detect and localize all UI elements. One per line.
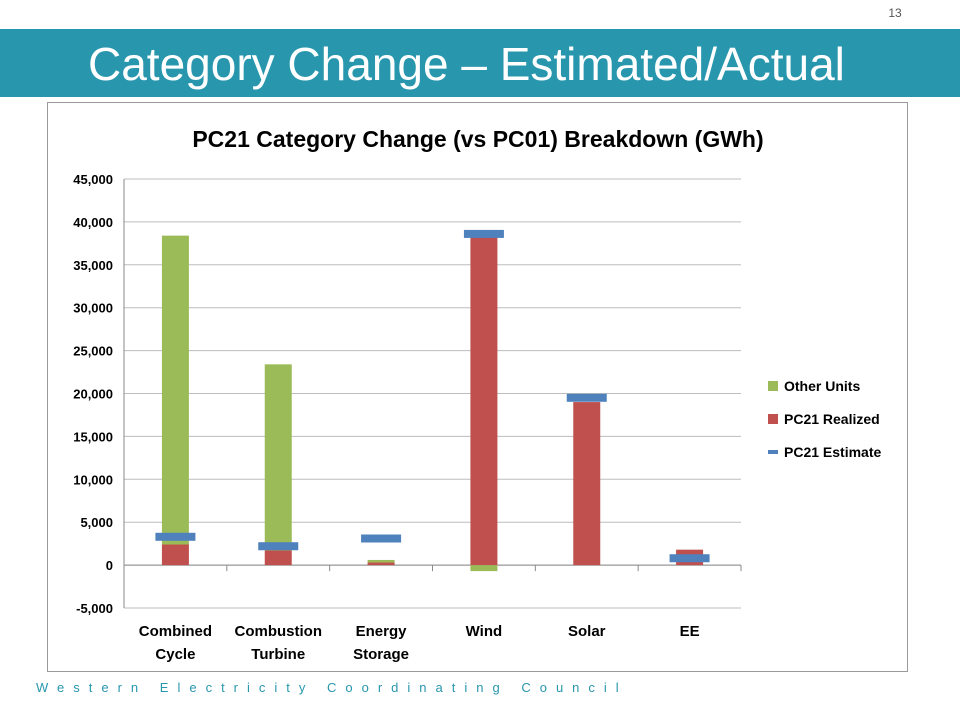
y-tick-label: 30,000	[73, 301, 113, 316]
x-category-label: Cycle	[155, 646, 195, 663]
bar-pc21-realized	[161, 544, 189, 566]
bar-pc21-realized	[264, 550, 292, 566]
bar-other-units	[161, 235, 189, 545]
bar-pc21-realized	[470, 233, 498, 566]
marker-pc21-estimate	[566, 393, 607, 402]
y-tick-label: 45,000	[73, 172, 113, 187]
page-number: 13	[888, 6, 902, 20]
bar-other-units	[470, 565, 498, 572]
bar-other-units	[264, 364, 292, 551]
x-category-label: Turbine	[251, 646, 305, 663]
y-tick-label: 5,000	[80, 515, 113, 530]
y-tick-label: 20,000	[73, 387, 113, 402]
title-band	[0, 29, 960, 97]
x-category-label: Wind	[466, 623, 503, 640]
marker-pc21-estimate	[258, 542, 299, 551]
legend-label: PC21 Estimate	[784, 444, 881, 460]
marker-pc21-estimate	[669, 554, 710, 563]
y-tick-label: 10,000	[73, 472, 113, 487]
footer-org-name: Western Electricity Coordinating Council	[36, 680, 628, 695]
chart-frame: PC21 Category Change (vs PC01) Breakdown…	[47, 102, 908, 672]
slide-title: Category Change – Estimated/Actual	[88, 38, 845, 90]
x-category-label: Storage	[353, 646, 409, 663]
x-category-label: Combined	[139, 623, 212, 640]
marker-pc21-estimate	[463, 229, 504, 238]
bar-pc21-realized	[573, 402, 601, 566]
y-tick-label: -5,000	[76, 601, 113, 616]
legend-swatch	[768, 381, 778, 391]
chart-title: PC21 Category Change (vs PC01) Breakdown…	[192, 126, 763, 152]
y-tick-label: 0	[106, 558, 113, 573]
x-category-label: Combustion	[235, 623, 323, 640]
legend-label: PC21 Realized	[784, 411, 880, 427]
x-category-label: Solar	[568, 623, 606, 640]
legend-swatch	[768, 414, 778, 424]
chart-svg: PC21 Category Change (vs PC01) Breakdown…	[73, 126, 881, 663]
y-tick-label: 25,000	[73, 344, 113, 359]
y-tick-label: 40,000	[73, 215, 113, 230]
marker-pc21-estimate	[155, 532, 196, 541]
x-category-label: Energy	[356, 623, 408, 640]
marker-pc21-estimate	[361, 534, 402, 543]
y-tick-label: 35,000	[73, 258, 113, 273]
y-tick-label: 15,000	[73, 429, 113, 444]
bar-pc21-realized	[367, 562, 395, 566]
legend-label: Other Units	[784, 378, 860, 394]
legend-swatch-estimate	[768, 450, 778, 454]
bar-other-units	[367, 559, 395, 563]
x-category-label: EE	[680, 623, 700, 640]
